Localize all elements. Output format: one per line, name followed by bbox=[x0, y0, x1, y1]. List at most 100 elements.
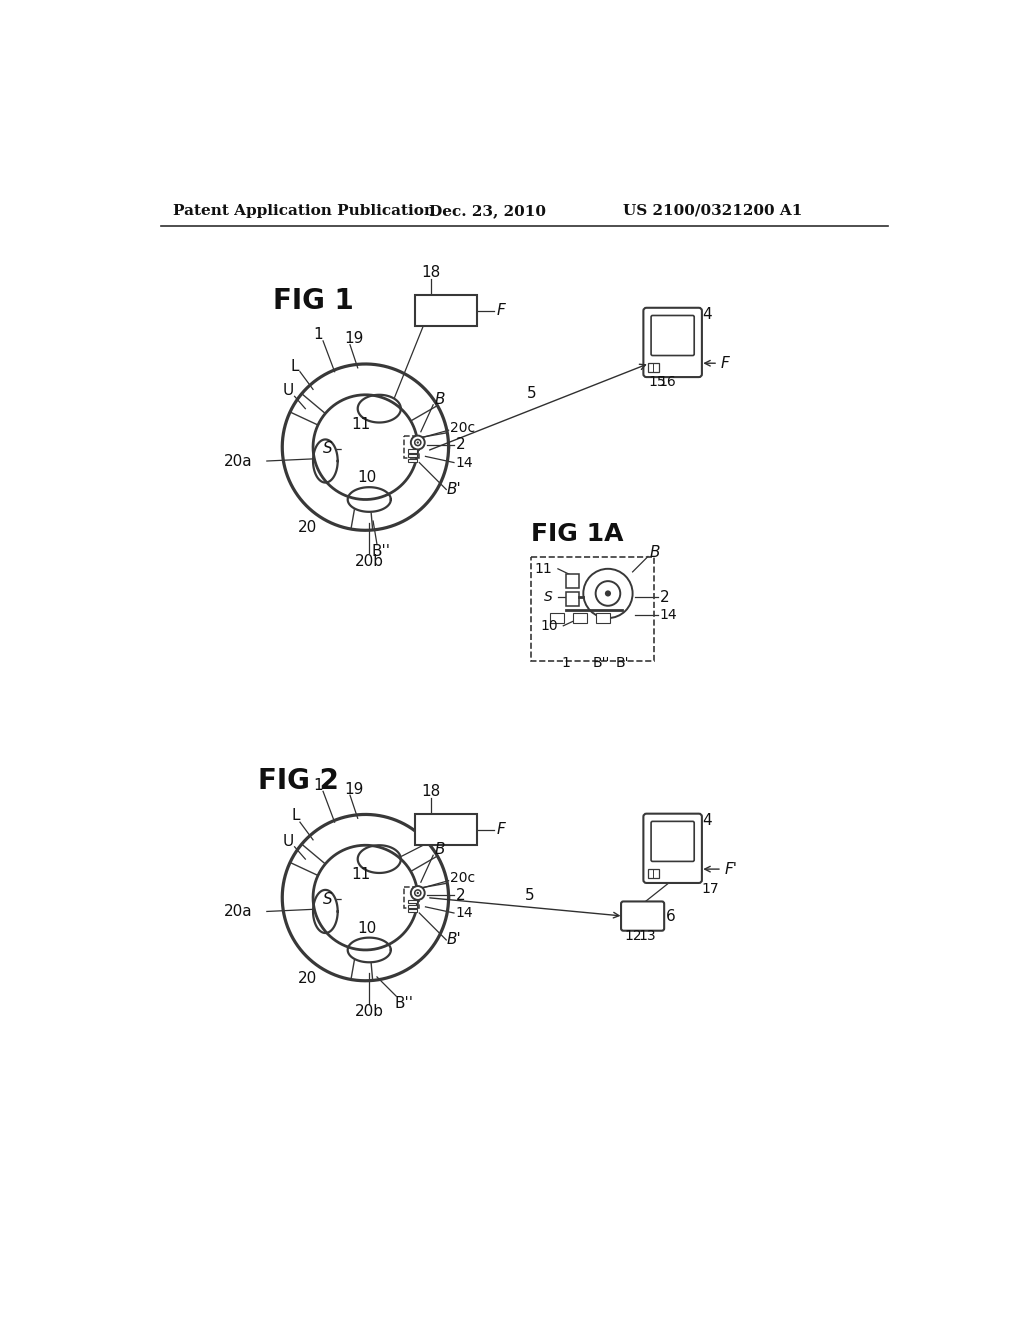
Bar bbox=[648, 363, 658, 372]
Bar bbox=[416, 296, 477, 326]
Text: 20b: 20b bbox=[354, 1005, 384, 1019]
Text: 4: 4 bbox=[702, 308, 713, 322]
Text: 14: 14 bbox=[659, 609, 677, 622]
Bar bbox=[573, 612, 587, 623]
Bar bbox=[416, 814, 477, 845]
Text: 18: 18 bbox=[421, 784, 440, 799]
Polygon shape bbox=[290, 393, 326, 425]
Text: 11: 11 bbox=[535, 562, 553, 576]
FancyBboxPatch shape bbox=[621, 902, 665, 931]
Bar bbox=[403, 887, 419, 908]
Text: B'': B'' bbox=[394, 997, 414, 1011]
Text: F: F bbox=[497, 304, 505, 318]
FancyBboxPatch shape bbox=[643, 308, 701, 378]
Polygon shape bbox=[313, 440, 338, 483]
Polygon shape bbox=[313, 890, 338, 933]
Polygon shape bbox=[313, 845, 418, 950]
Circle shape bbox=[411, 436, 425, 449]
Bar bbox=[565, 591, 580, 606]
Text: F: F bbox=[720, 355, 729, 371]
Text: 20c: 20c bbox=[451, 421, 475, 434]
FancyBboxPatch shape bbox=[643, 813, 701, 883]
Text: 20b: 20b bbox=[354, 553, 384, 569]
Text: B': B' bbox=[447, 482, 462, 498]
Text: Patent Application Publication: Patent Application Publication bbox=[173, 203, 435, 218]
Text: 15: 15 bbox=[649, 375, 667, 388]
Text: S: S bbox=[323, 891, 333, 907]
Polygon shape bbox=[342, 875, 388, 920]
Circle shape bbox=[417, 892, 419, 894]
Text: 17: 17 bbox=[701, 882, 719, 896]
Text: 4: 4 bbox=[702, 813, 713, 828]
Text: 1: 1 bbox=[562, 656, 570, 669]
Polygon shape bbox=[351, 949, 373, 981]
Bar bbox=[408, 909, 417, 912]
Text: L: L bbox=[291, 359, 299, 374]
Bar bbox=[550, 612, 564, 623]
Text: FIG 1A: FIG 1A bbox=[531, 523, 624, 546]
Text: B'': B'' bbox=[593, 656, 610, 669]
Bar bbox=[531, 557, 654, 661]
Text: 6: 6 bbox=[666, 908, 676, 924]
Polygon shape bbox=[357, 845, 400, 873]
Text: B': B' bbox=[615, 656, 629, 669]
Bar bbox=[408, 900, 417, 903]
Polygon shape bbox=[411, 405, 447, 438]
Text: 2: 2 bbox=[456, 437, 465, 453]
Circle shape bbox=[411, 886, 425, 900]
Polygon shape bbox=[283, 364, 449, 531]
Bar bbox=[596, 612, 610, 623]
Polygon shape bbox=[290, 845, 326, 875]
Text: 12: 12 bbox=[625, 929, 642, 942]
Text: S: S bbox=[544, 590, 553, 603]
Circle shape bbox=[417, 441, 419, 444]
Circle shape bbox=[584, 569, 633, 618]
Text: 10: 10 bbox=[541, 619, 558, 632]
Text: B: B bbox=[435, 392, 445, 407]
Text: 1: 1 bbox=[313, 327, 323, 342]
Polygon shape bbox=[348, 487, 391, 512]
Text: 11: 11 bbox=[351, 417, 371, 432]
Text: U: U bbox=[283, 383, 294, 399]
Bar bbox=[408, 454, 417, 457]
Polygon shape bbox=[411, 855, 447, 888]
Text: 19: 19 bbox=[344, 781, 364, 796]
Circle shape bbox=[605, 590, 611, 597]
Text: U: U bbox=[283, 834, 294, 849]
Bar bbox=[408, 449, 417, 453]
Bar bbox=[648, 869, 658, 878]
Bar bbox=[408, 904, 417, 908]
Text: 10: 10 bbox=[357, 470, 377, 486]
Text: 10: 10 bbox=[357, 921, 377, 936]
Polygon shape bbox=[348, 937, 391, 962]
Text: 14: 14 bbox=[456, 906, 473, 920]
Text: Dec. 23, 2010: Dec. 23, 2010 bbox=[429, 203, 547, 218]
Text: 18: 18 bbox=[421, 265, 440, 280]
Text: US 2100/0321200 A1: US 2100/0321200 A1 bbox=[624, 203, 803, 218]
Polygon shape bbox=[283, 814, 449, 981]
Text: 5: 5 bbox=[526, 385, 537, 401]
Text: 1: 1 bbox=[313, 777, 323, 793]
Text: 20a: 20a bbox=[224, 454, 253, 469]
Text: 5: 5 bbox=[525, 888, 535, 903]
Text: 14: 14 bbox=[456, 455, 473, 470]
Text: F: F bbox=[497, 822, 505, 837]
Text: 2: 2 bbox=[456, 888, 465, 903]
FancyBboxPatch shape bbox=[651, 315, 694, 355]
Text: F': F' bbox=[724, 862, 737, 876]
Text: B: B bbox=[435, 842, 445, 858]
Text: 16: 16 bbox=[658, 375, 677, 388]
Text: 20a: 20a bbox=[224, 904, 253, 919]
Text: S: S bbox=[323, 441, 333, 457]
Text: 19: 19 bbox=[344, 331, 364, 346]
Bar bbox=[408, 459, 417, 462]
Text: 20: 20 bbox=[298, 972, 316, 986]
Text: 20c: 20c bbox=[451, 871, 475, 886]
Text: L: L bbox=[292, 808, 300, 824]
Text: 2: 2 bbox=[659, 590, 669, 605]
Text: FIG 1: FIG 1 bbox=[273, 286, 353, 315]
Bar bbox=[403, 437, 419, 458]
Polygon shape bbox=[342, 424, 388, 470]
Bar bbox=[565, 574, 580, 589]
Text: B': B' bbox=[447, 932, 462, 948]
